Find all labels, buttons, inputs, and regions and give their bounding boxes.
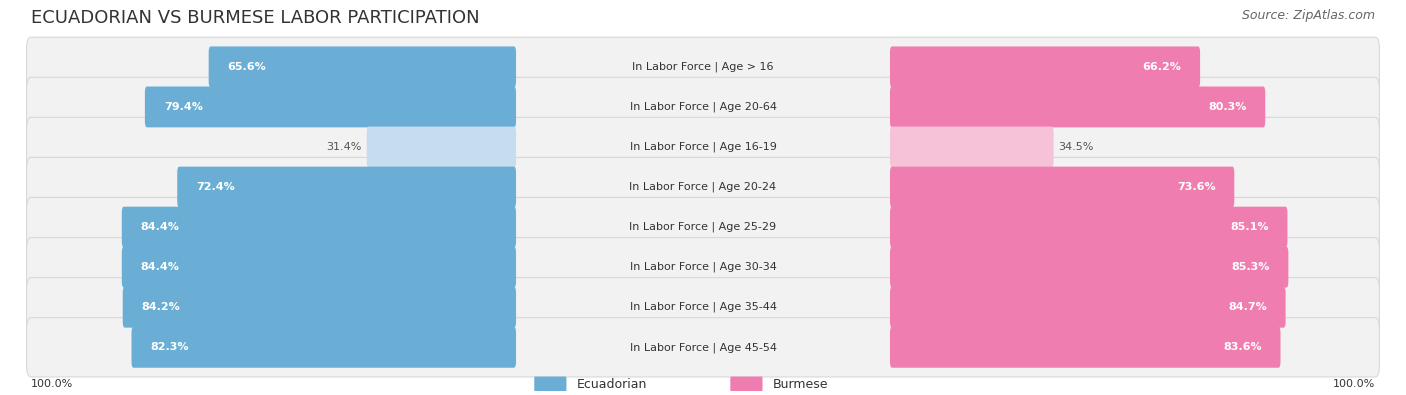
Text: 31.4%: 31.4% (326, 142, 361, 152)
Text: 100.0%: 100.0% (1333, 379, 1375, 389)
FancyBboxPatch shape (122, 247, 516, 288)
Text: In Labor Force | Age 20-24: In Labor Force | Age 20-24 (630, 182, 776, 192)
FancyBboxPatch shape (890, 247, 1288, 288)
FancyBboxPatch shape (27, 237, 1379, 297)
FancyBboxPatch shape (132, 327, 516, 368)
Text: 66.2%: 66.2% (1142, 62, 1181, 72)
Text: 84.2%: 84.2% (142, 302, 180, 312)
Text: 83.6%: 83.6% (1223, 342, 1261, 352)
FancyBboxPatch shape (730, 376, 762, 392)
FancyBboxPatch shape (177, 167, 516, 207)
FancyBboxPatch shape (27, 117, 1379, 177)
FancyBboxPatch shape (145, 87, 516, 127)
Text: Ecuadorian: Ecuadorian (576, 378, 647, 391)
FancyBboxPatch shape (890, 47, 1201, 87)
Text: 84.4%: 84.4% (141, 262, 180, 272)
Text: 84.7%: 84.7% (1227, 302, 1267, 312)
Text: Source: ZipAtlas.com: Source: ZipAtlas.com (1243, 9, 1375, 22)
Text: In Labor Force | Age 45-54: In Labor Force | Age 45-54 (630, 342, 776, 353)
FancyBboxPatch shape (367, 126, 516, 167)
Text: In Labor Force | Age 25-29: In Labor Force | Age 25-29 (630, 222, 776, 232)
FancyBboxPatch shape (27, 77, 1379, 137)
Text: 65.6%: 65.6% (228, 62, 266, 72)
FancyBboxPatch shape (890, 167, 1234, 207)
Text: 34.5%: 34.5% (1059, 142, 1094, 152)
FancyBboxPatch shape (890, 327, 1281, 368)
FancyBboxPatch shape (890, 207, 1288, 248)
Text: 72.4%: 72.4% (197, 182, 235, 192)
FancyBboxPatch shape (27, 158, 1379, 217)
FancyBboxPatch shape (890, 287, 1285, 328)
Text: ECUADORIAN VS BURMESE LABOR PARTICIPATION: ECUADORIAN VS BURMESE LABOR PARTICIPATIO… (31, 9, 479, 27)
Text: 85.1%: 85.1% (1230, 222, 1268, 232)
Text: 73.6%: 73.6% (1177, 182, 1215, 192)
Text: Burmese: Burmese (773, 378, 828, 391)
FancyBboxPatch shape (890, 87, 1265, 127)
FancyBboxPatch shape (534, 376, 567, 392)
Text: 80.3%: 80.3% (1208, 102, 1246, 112)
FancyBboxPatch shape (27, 278, 1379, 337)
FancyBboxPatch shape (122, 207, 516, 248)
Text: In Labor Force | Age > 16: In Labor Force | Age > 16 (633, 62, 773, 72)
FancyBboxPatch shape (27, 318, 1379, 377)
FancyBboxPatch shape (27, 198, 1379, 257)
Text: 100.0%: 100.0% (31, 379, 73, 389)
Text: In Labor Force | Age 20-64: In Labor Force | Age 20-64 (630, 102, 776, 112)
Text: 79.4%: 79.4% (165, 102, 202, 112)
Text: 84.4%: 84.4% (141, 222, 180, 232)
FancyBboxPatch shape (890, 126, 1053, 167)
Text: 82.3%: 82.3% (150, 342, 188, 352)
Text: In Labor Force | Age 16-19: In Labor Force | Age 16-19 (630, 142, 776, 152)
Text: 85.3%: 85.3% (1232, 262, 1270, 272)
Text: In Labor Force | Age 30-34: In Labor Force | Age 30-34 (630, 262, 776, 273)
FancyBboxPatch shape (122, 287, 516, 328)
FancyBboxPatch shape (27, 37, 1379, 96)
Text: In Labor Force | Age 35-44: In Labor Force | Age 35-44 (630, 302, 776, 312)
FancyBboxPatch shape (208, 47, 516, 87)
